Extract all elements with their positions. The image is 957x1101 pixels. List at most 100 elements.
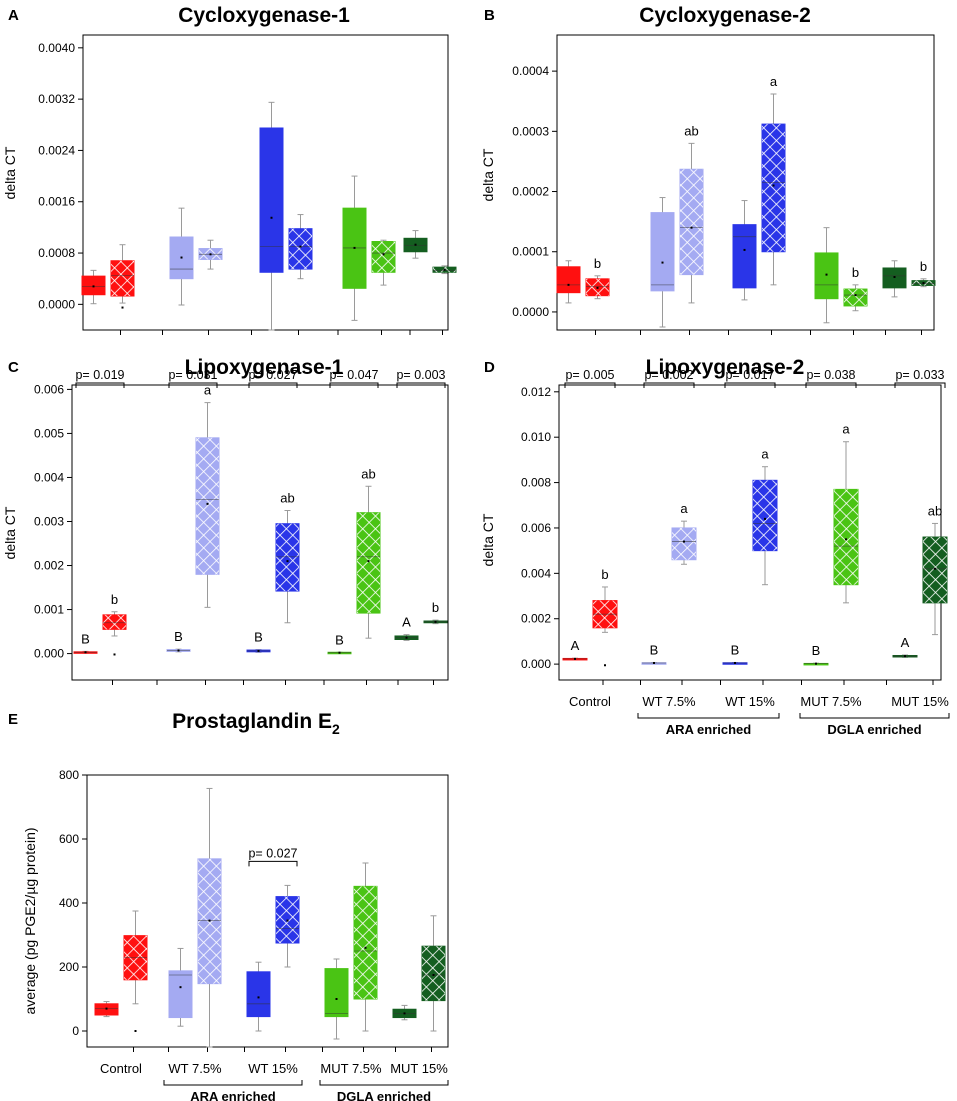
significance-letter: A [571, 638, 580, 653]
p-value-bracket [724, 382, 776, 388]
box-mean-marker [177, 649, 180, 652]
y-tick-label: 600 [59, 832, 79, 846]
y-tick-label: 0.0016 [38, 195, 75, 209]
y-tick-label: 0.010 [521, 430, 551, 444]
p-value-label: p= 0.038 [806, 368, 855, 382]
y-tick-label: 0.004 [34, 470, 64, 484]
x-category-label: Control [569, 694, 611, 709]
y-tick-label: 0.006 [521, 521, 551, 535]
y-axis-label-b: delta CT [480, 148, 496, 201]
y-tick-label: 0.002 [34, 559, 64, 573]
box-mean-marker [764, 517, 766, 520]
x-category-label: MUT 15% [891, 694, 949, 709]
box-mean-marker [734, 661, 736, 664]
significance-letter: B [812, 643, 821, 658]
box-solid [814, 252, 839, 300]
box-mean-marker [574, 657, 576, 660]
y-tick-label: 0.0032 [38, 92, 75, 106]
p-value-label: p= 0.027 [248, 846, 297, 860]
box-mean-marker [367, 560, 370, 563]
box-hatch-overlay [111, 260, 134, 297]
box-mean-marker [206, 502, 209, 505]
significance-letter: ab [361, 466, 375, 481]
y-tick-label: 0.0003 [512, 124, 549, 138]
plot-frame [71, 384, 449, 681]
box-hatch-overlay [844, 289, 867, 306]
box-mean-marker [180, 256, 183, 259]
y-tick-label: 0.0024 [38, 143, 75, 157]
significance-letter: a [842, 422, 850, 437]
chart-title-c: Lipoxygenase-1 [185, 356, 344, 379]
p-value-label: p= 0.002 [644, 368, 693, 382]
box-mean-marker [403, 1012, 406, 1015]
p-value-bracket [643, 382, 695, 388]
box-mean-marker [405, 636, 408, 639]
significance-letter: a [204, 383, 212, 398]
box-hatch-overlay [923, 537, 947, 603]
y-tick-label: 0.0040 [38, 41, 75, 55]
box-mean-marker [92, 285, 95, 288]
box-mean-marker [335, 998, 338, 1000]
p-value-bracket [248, 860, 298, 867]
p-value-label: p= 0.047 [329, 368, 378, 382]
box-solid [650, 212, 675, 292]
box-solid [732, 224, 757, 289]
y-tick-label: 0.012 [521, 385, 551, 399]
y-tick-label: 0.001 [34, 603, 64, 617]
panel-label-d: D [484, 359, 495, 376]
box-mean-marker [690, 226, 693, 229]
box-hatch-overlay [834, 489, 858, 585]
box-mean-marker [683, 540, 685, 543]
p-value-label: p= 0.019 [75, 368, 124, 382]
box-mean-marker [208, 919, 211, 922]
box-mean-marker [286, 560, 289, 563]
y-axis-label-d: delta CT [480, 513, 496, 566]
significance-letter: B [731, 643, 740, 658]
p-value-bracket [894, 382, 946, 388]
box-mean-marker [209, 253, 212, 256]
significance-letter: b [594, 256, 601, 271]
box-mean-marker [596, 286, 599, 289]
box-hatch-overlay [354, 886, 377, 999]
y-tick-label: 0.004 [521, 566, 551, 580]
y-tick-label: 0.003 [34, 514, 64, 528]
panel-label-b: B [484, 7, 495, 24]
box-mean-marker [443, 268, 446, 271]
y-tick-label: 0.002 [521, 612, 551, 626]
box-hatch-overlay [276, 523, 299, 592]
y-tick-label: 0.0000 [512, 305, 549, 319]
box-mean-marker [845, 538, 847, 541]
p-value-label: p= 0.003 [396, 368, 445, 382]
x-category-label: WT 7.5% [642, 694, 696, 709]
y-tick-label: 200 [59, 960, 79, 974]
x-category-label: MUT 7.5% [320, 1061, 382, 1076]
box-mean-marker [353, 246, 356, 249]
plots-layer: 0.0000 0.0008 0.0016 0.0024 0.0032 0.0040 0.00… [34, 34, 950, 1101]
y-tick-label: 0.0008 [38, 246, 75, 260]
box-mean-marker [257, 996, 260, 999]
box-mean-marker [113, 653, 116, 656]
box-mean-marker [364, 946, 367, 949]
p-value-bracket [805, 382, 857, 388]
y-tick-label: 0.0001 [512, 245, 549, 259]
box-mean-marker [661, 261, 664, 264]
significance-letter: B [81, 631, 90, 646]
y-tick-label: 400 [59, 896, 79, 910]
box-solid [324, 968, 349, 1018]
y-tick-label: 0.008 [521, 476, 551, 490]
box-hatch-overlay [753, 480, 777, 551]
y-tick-label: 800 [59, 768, 79, 782]
chart-title-e: Prostaglandin E2 [172, 710, 340, 737]
box-hatch-overlay [103, 614, 126, 630]
box-hatch-overlay [357, 512, 380, 614]
box-mean-marker [270, 216, 273, 219]
box-mean-marker [434, 620, 437, 623]
box-mean-marker [604, 664, 606, 667]
box-mean-marker [414, 243, 417, 246]
group-bracket [799, 713, 950, 719]
chart-panel-e: 0 200 400 600 800 p= 0.027 Control WT 7.5% WT 15… [59, 768, 449, 1101]
group-label: DGLA enriched [827, 722, 921, 737]
box-mean-marker [105, 1007, 108, 1010]
significance-letter: ab [280, 490, 294, 505]
box-mean-marker [772, 184, 775, 187]
